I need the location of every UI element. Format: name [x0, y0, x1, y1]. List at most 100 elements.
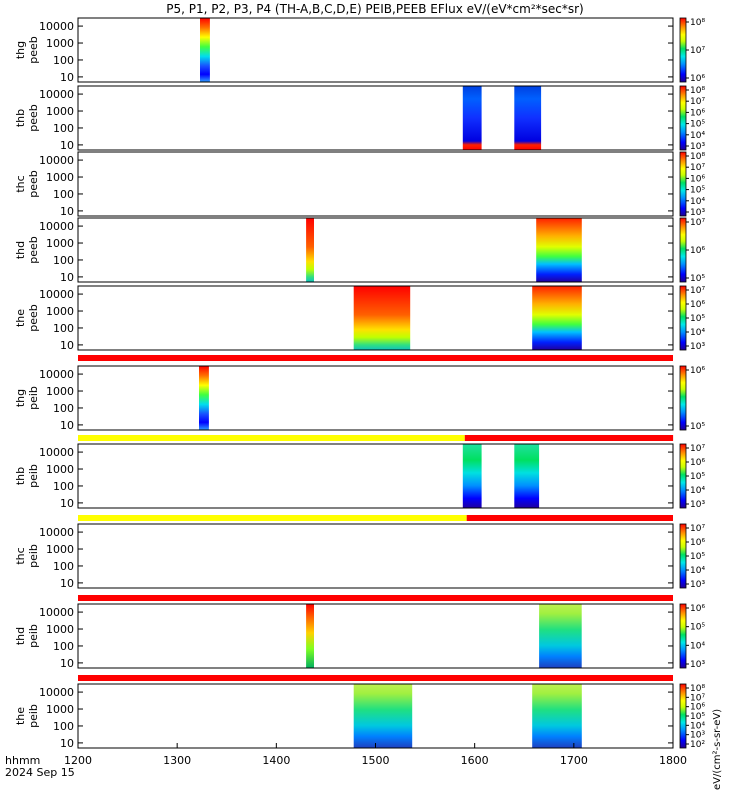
colorbar-tick-label: 10⁵: [690, 186, 705, 196]
colorbar-tick-label: 10⁵: [690, 120, 705, 130]
panel-frame: [77, 85, 674, 151]
y-tick-label: 10: [60, 139, 74, 152]
x-tick-label: 1500: [362, 754, 390, 767]
colorbar-tick-label: 10⁶: [690, 74, 705, 84]
panel-thd-peeb: 10000 1000 100 10 thd peeb 10⁷ 10⁶ 10⁵: [14, 217, 705, 284]
colorbar-tick-label: 10⁴: [690, 486, 705, 496]
colorbar-label: eV/(cm²-s-sr-eV): [712, 709, 723, 790]
status-segment: [466, 515, 673, 521]
y-tick-label: 10: [60, 271, 74, 284]
colorbar-tick-label: 10³: [690, 580, 705, 590]
colorbar-tick-label: 10³: [690, 731, 705, 741]
panel-frame: [77, 365, 674, 431]
status-segment: [78, 515, 467, 521]
colorbar: [679, 523, 687, 589]
status-bar: [78, 515, 673, 521]
status-bar: [78, 435, 674, 441]
colorbar-tick-label: 10⁶: [690, 703, 705, 713]
y-tick-label: 10000: [39, 686, 74, 699]
status-bar: [78, 595, 673, 601]
y-tick-label: 1000: [46, 463, 74, 476]
y-tick-label: 1000: [46, 543, 74, 556]
panel-thb-peib: 10000 1000 100 10 thb peib 10⁷ 10⁶ 10⁵ 10⁴ 10³: [14, 443, 705, 510]
colorbar-tick-label: 10⁶: [690, 366, 705, 376]
panel-thg-peeb: 10000 1000 100 10 thg peeb 10⁸ 10⁷ 10⁶: [14, 17, 705, 84]
panel-thd-peib: 10000 1000 100 10 thd peib 10⁶ 10⁵ 10⁴ 10³: [14, 603, 705, 670]
colorbar-tick-label: 10⁷: [690, 218, 705, 228]
colorbar-tick-label: 10⁵: [690, 274, 705, 284]
panel-label-instrument: peib: [27, 544, 40, 568]
colorbar-tick-label: 10⁷: [690, 693, 705, 703]
date-label: 2024 Sep 15: [5, 766, 75, 779]
data-block: [199, 366, 209, 430]
colorbar: [679, 151, 687, 217]
y-tick-label: 10000: [39, 288, 74, 301]
y-tick-label: 10000: [39, 220, 74, 233]
data-block: [353, 684, 413, 748]
colorbar: [679, 603, 687, 669]
colorbar-tick-label: 10⁷: [690, 286, 705, 296]
y-tick-label: 10000: [39, 20, 74, 33]
colorbar-tick-label: 10⁵: [690, 552, 705, 562]
panel-label-probe: thd: [14, 627, 27, 645]
panel-the-peeb: 10000 1000 100 10 the peeb 10⁷ 10⁶ 10⁵ 10⁴ 10³: [14, 285, 705, 352]
colorbar: [679, 683, 687, 749]
time-axis: 1200 1300 1400 1500 1600 1700 1800: [64, 743, 687, 767]
panel-label-instrument: peib: [27, 464, 40, 488]
data-block: [200, 18, 210, 82]
data-block: [536, 218, 582, 282]
panel-label-instrument: peeb: [27, 236, 40, 264]
colorbar-tick-label: 10⁸: [690, 86, 705, 96]
y-tick-label: 100: [53, 402, 74, 415]
y-tick-label: 10: [60, 737, 74, 750]
panel-the-peib: 10000 1000 100 10 the peib 10⁸10⁷10⁶10⁵10⁴10³1…: [14, 683, 705, 750]
colorbar-tick-label: 10⁵: [690, 422, 705, 432]
x-tick-label: 1400: [262, 754, 290, 767]
y-tick-label: 10000: [39, 526, 74, 539]
colorbar: [679, 17, 687, 83]
status-bar: [78, 675, 673, 681]
colorbar: [679, 217, 687, 283]
colorbar-tick-label: 10⁸: [690, 18, 705, 28]
colorbar-tick-label: 10⁴: [690, 328, 705, 338]
y-tick-label: 1000: [46, 385, 74, 398]
panel-label-instrument: peeb: [27, 170, 40, 198]
y-tick-label: 10: [60, 205, 74, 218]
y-tick-label: 10: [60, 71, 74, 84]
colorbar-tick-label: 10³: [690, 500, 705, 510]
colorbar: [679, 365, 687, 431]
panel-label-instrument: peeb: [27, 104, 40, 132]
colorbar-tick-label: 10⁴: [690, 197, 705, 207]
colorbar-tick-label: 10⁶: [690, 174, 705, 184]
colorbar-tick-label: 10⁸: [690, 684, 705, 694]
colorbar-tick-label: 10⁶: [690, 300, 705, 310]
data-block: [514, 86, 542, 150]
status-segment: [78, 435, 465, 441]
colorbar-tick-label: 10⁶: [690, 458, 705, 468]
data-block: [306, 218, 314, 282]
y-tick-label: 100: [53, 480, 74, 493]
colorbar-tick-label: 10⁴: [690, 566, 705, 576]
colorbar-tick-label: 10⁷: [690, 97, 705, 107]
y-tick-label: 100: [53, 322, 74, 335]
colorbar-tick-label: 10³: [690, 142, 705, 152]
y-tick-label: 10000: [39, 368, 74, 381]
colorbar-tick-label: 10³: [690, 342, 705, 352]
panel-label-probe: thc: [14, 175, 27, 192]
panel-label-instrument: peeb: [27, 304, 40, 332]
y-tick-label: 1000: [46, 171, 74, 184]
data-block: [532, 684, 582, 748]
panel-label-instrument: peib: [27, 386, 40, 410]
status-bars: [78, 355, 674, 681]
panel-label-instrument: peib: [27, 624, 40, 648]
y-tick-label: 1000: [46, 703, 74, 716]
y-tick-label: 10: [60, 419, 74, 432]
data-block: [532, 286, 582, 350]
y-tick-label: 10: [60, 339, 74, 352]
colorbar-tick-label: 10⁵: [690, 712, 705, 722]
y-tick-label: 10: [60, 657, 74, 670]
panel-label-instrument: peib: [27, 704, 40, 728]
status-bar: [78, 355, 673, 361]
